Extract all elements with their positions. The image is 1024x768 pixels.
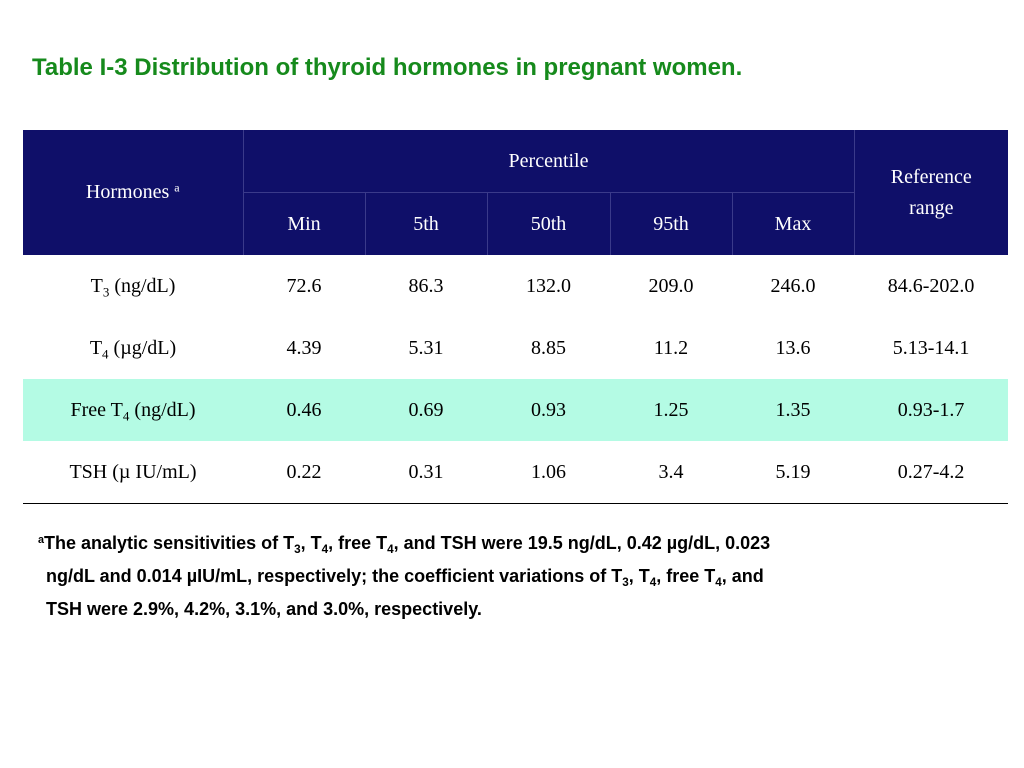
cell-reference: 0.93-1.7 — [854, 379, 1009, 441]
header-5th: 5th — [365, 192, 488, 255]
header-50th: 50th — [487, 192, 611, 255]
header-hormones-footnote-marker: a — [174, 180, 180, 195]
footnote-line-2: ng/dL and 0.014 µIU/mL, respectively; th… — [46, 566, 764, 590]
header-95th: 95th — [610, 192, 733, 255]
cell-min: 4.39 — [243, 317, 365, 379]
cell-95th: 1.25 — [610, 379, 732, 441]
cell-max: 13.6 — [732, 317, 855, 379]
cell-5th: 5.31 — [365, 317, 487, 379]
cell-95th: 11.2 — [610, 317, 732, 379]
footnote-marker: a — [38, 534, 45, 547]
header-hormones: Hormones a — [23, 130, 244, 255]
header-hormones-label: Hormones — [85, 181, 170, 203]
cell-50th: 0.93 — [487, 379, 610, 441]
footnote: aThe analytic sensitivities of T3, T4, f… — [38, 527, 998, 626]
header-min: Min — [243, 192, 366, 255]
cell-min: 0.22 — [243, 441, 365, 504]
row-label: TSH (µ IU/mL) — [23, 441, 243, 504]
cell-min: 0.46 — [243, 379, 365, 441]
cell-50th: 1.06 — [487, 441, 610, 504]
footnote-line-1: aThe analytic sensitivities of T3, T4, f… — [38, 533, 771, 557]
cell-5th: 86.3 — [365, 255, 487, 317]
header-reference-range: Reference range — [853, 130, 1009, 255]
cell-reference: 0.27-4.2 — [854, 441, 1009, 504]
cell-95th: 3.4 — [610, 441, 732, 504]
row-label: T3 (ng/dL) — [23, 255, 243, 317]
row-label: T4 (µg/dL) — [23, 317, 243, 379]
cell-max: 246.0 — [732, 255, 855, 317]
table-row-t3: T3 (ng/dL) 72.6 86.3 132.0 209.0 246.0 8… — [23, 255, 1009, 317]
header-max: Max — [732, 192, 855, 255]
cell-reference: 84.6-202.0 — [854, 255, 1009, 317]
table-row-free-t4: Free T4 (ng/dL) 0.46 0.69 0.93 1.25 1.35… — [23, 379, 1009, 441]
header-reference-line2: range — [909, 196, 954, 219]
cell-5th: 0.69 — [365, 379, 487, 441]
cell-50th: 8.85 — [487, 317, 610, 379]
cell-max: 1.35 — [732, 379, 855, 441]
table-title: Table I-3 Distribution of thyroid hormon… — [32, 54, 743, 81]
cell-reference: 5.13-14.1 — [854, 317, 1009, 379]
cell-max: 5.19 — [732, 441, 855, 504]
row-label: Free T4 (ng/dL) — [23, 379, 243, 441]
cell-min: 72.6 — [243, 255, 365, 317]
header-reference-line1: Reference — [890, 165, 972, 188]
footnote-line-3: TSH were 2.9%, 4.2%, 3.1%, and 3.0%, res… — [46, 599, 482, 619]
hormone-table: Hormones a Percentile Reference range Mi… — [23, 130, 1009, 504]
cell-5th: 0.31 — [365, 441, 487, 504]
cell-95th: 209.0 — [610, 255, 732, 317]
table-row-tsh: TSH (µ IU/mL) 0.22 0.31 1.06 3.4 5.19 0.… — [23, 441, 1009, 504]
cell-50th: 132.0 — [487, 255, 610, 317]
table-row-t4: T4 (µg/dL) 4.39 5.31 8.85 11.2 13.6 5.13… — [23, 317, 1009, 379]
header-percentile: Percentile — [243, 130, 855, 193]
